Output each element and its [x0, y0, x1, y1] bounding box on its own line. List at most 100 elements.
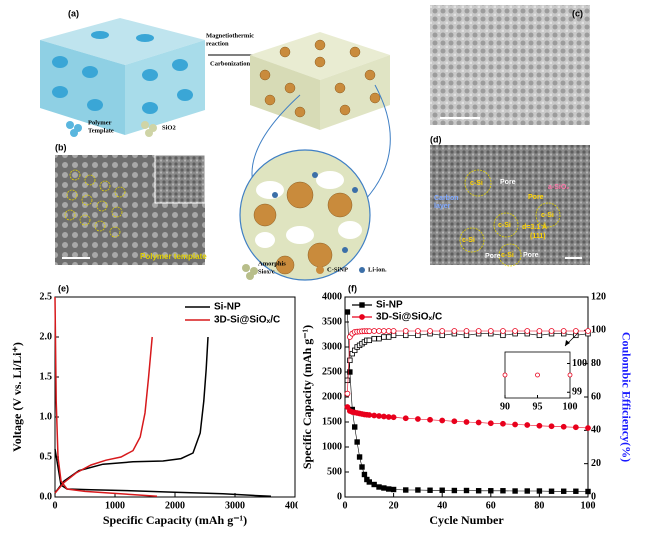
capacity-point [536, 488, 543, 494]
capacity-point [487, 420, 494, 427]
capacity-point [390, 414, 397, 421]
legend-text: Template [88, 127, 114, 134]
capacity-point [371, 481, 377, 488]
y2-axis-label: Coulombic Efficiency(%) [619, 332, 633, 462]
y-tick-label: 4000 [322, 291, 342, 302]
legend-label: Si-NP [214, 302, 241, 313]
y-tick-label: 1000 [322, 441, 342, 452]
li-ions [272, 172, 358, 253]
y-axis-label: Voltage (V vs. Li/Li⁺) [10, 342, 24, 452]
efficiency-point [347, 357, 353, 364]
capacity-point [356, 454, 363, 460]
template-rings [64, 169, 126, 238]
annotation: c-Si [498, 222, 511, 229]
capacity-point [366, 412, 373, 418]
inset-efficiency-point [502, 372, 508, 378]
legend-label: 3D-Si@SiOₓ/C [376, 312, 442, 323]
capacity-point [524, 422, 531, 428]
annotation: Pore [523, 252, 539, 259]
y2-tick-label: 40 [591, 425, 601, 436]
capacity-point [548, 423, 555, 430]
capacity-point [585, 425, 591, 431]
product-particles [259, 39, 381, 118]
inset-x-tick-label: 100 [563, 401, 578, 412]
legend-label: Si-NP [376, 300, 403, 311]
legend-text: Polymer [88, 119, 112, 126]
efficiency-point [344, 377, 351, 384]
voltage-curve [54, 296, 158, 497]
arrow-text: reaction [206, 40, 229, 47]
efficiency-point [439, 328, 446, 334]
annotation: Pore [528, 194, 544, 201]
x-axis-label: Specific Capacity (mAh g⁻¹) [103, 513, 247, 527]
y-tick-label: 2.5 [40, 291, 53, 302]
x-tick-label: 3000 [225, 500, 245, 511]
capacity-point [439, 417, 446, 424]
inset-image [154, 154, 206, 204]
capacity-point [427, 487, 433, 493]
inset-x-tick-label: 95 [533, 401, 543, 412]
legend-icon [359, 267, 365, 273]
capacity-point [463, 419, 470, 425]
panel-b: (b) Polymer template [55, 142, 207, 265]
efficiency-point [402, 328, 409, 334]
annotation: Pore [500, 179, 516, 186]
panel-c: (c) [430, 5, 590, 125]
capacity-point [512, 421, 518, 428]
capacity-point [427, 416, 433, 423]
efficiency-point [344, 390, 351, 397]
annotation: c-Si [501, 252, 514, 259]
voltage-curve [54, 336, 272, 497]
x-tick-label: 80 [534, 500, 544, 511]
efficiency-point [572, 328, 579, 334]
capacity-point [352, 424, 358, 430]
efficiency-point [524, 328, 531, 334]
x-tick-label: 100 [581, 500, 596, 511]
y-tick-label: 0.5 [40, 451, 53, 462]
annotation: (111) [530, 233, 546, 240]
efficiency-point [380, 328, 387, 334]
annotation: Carbon [434, 195, 459, 202]
x-tick-label: 40 [437, 500, 447, 511]
y-tick-label: 500 [327, 466, 342, 477]
capacity-point [475, 488, 482, 494]
annotation: c-Si [462, 237, 475, 244]
inset-x-tick-label: 90 [500, 401, 510, 412]
y-tick-label: 3500 [322, 316, 342, 327]
annotation: c-Si [470, 180, 483, 187]
y-tick-label: 1500 [322, 416, 342, 427]
capacity-point [536, 422, 543, 429]
efficiency-point [376, 335, 382, 342]
capacity-point [366, 479, 372, 485]
capacity-point [359, 464, 365, 470]
efficiency-point [548, 328, 555, 334]
panel-label: (e) [58, 283, 69, 293]
zoom-particles [253, 181, 353, 275]
capacity-point [451, 418, 458, 425]
annotation: a-SiO₂ [548, 184, 569, 191]
cube-holes [52, 31, 193, 114]
cube-top [40, 18, 205, 65]
efficiency-point [536, 328, 543, 334]
zoom-pores [255, 171, 362, 248]
inset-y-tick-label: 100 [572, 358, 587, 369]
capacity-point [488, 488, 494, 494]
efficiency-point [386, 334, 392, 340]
capacity-point [415, 487, 421, 493]
capacity-point [524, 488, 530, 494]
arrow-text: Magnetiothermic [206, 32, 254, 39]
capacity-point [371, 412, 378, 419]
efficiency-point [381, 334, 387, 340]
capacity-point [451, 487, 458, 494]
efficiency-point [366, 337, 372, 344]
capacity-point [548, 488, 555, 494]
y-tick-label: 1.0 [40, 411, 53, 422]
efficiency-point [376, 328, 382, 334]
x-tick-label: 60 [486, 500, 496, 511]
annotation: Pore [485, 253, 501, 260]
panel-label: (b) [55, 142, 67, 152]
legend-marker [359, 314, 365, 320]
legend-text: SiO2 [162, 124, 176, 131]
